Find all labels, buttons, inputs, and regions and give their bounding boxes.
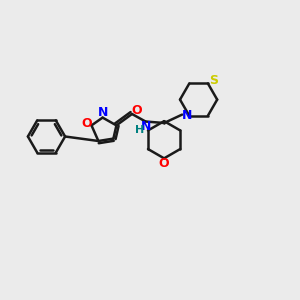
Text: H: H xyxy=(135,125,144,135)
Text: O: O xyxy=(159,157,170,170)
Text: S: S xyxy=(209,74,218,87)
Text: N: N xyxy=(98,106,109,119)
Text: N: N xyxy=(141,120,152,133)
Text: O: O xyxy=(81,117,92,130)
Text: O: O xyxy=(132,104,142,118)
Text: N: N xyxy=(182,109,192,122)
